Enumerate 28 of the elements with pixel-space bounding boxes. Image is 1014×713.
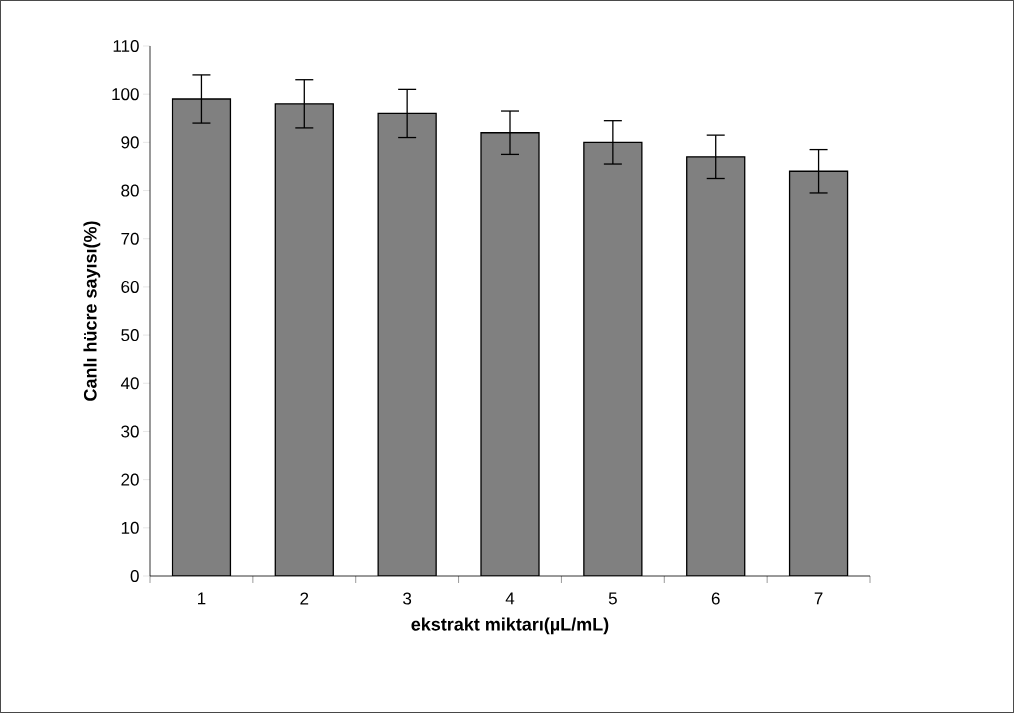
y-tick-label: 60 [121, 280, 139, 293]
x-tick-label: 6 [711, 592, 720, 605]
y-tick-label: 30 [121, 425, 139, 438]
bar [788, 170, 849, 576]
bar [377, 112, 437, 576]
y-tick-label: 40 [120, 377, 139, 390]
bar [686, 156, 746, 576]
y-tick-label: 100 [112, 88, 139, 101]
y-tick-label: 20 [121, 473, 139, 486]
x-tick-label: 4 [505, 592, 515, 605]
x-tick-label: 1 [198, 592, 206, 605]
x-tick-label: 3 [403, 592, 412, 605]
x-axis-title: ekstrakt miktarı(µL/mL) [411, 617, 609, 635]
y-tick-label: 80 [121, 184, 139, 197]
bar [480, 132, 540, 576]
x-tick-label: 2 [300, 592, 309, 605]
y-axis-title: Canlı hücre sayısı(%) [83, 221, 101, 401]
bar [274, 103, 334, 576]
x-tick-label: 7 [814, 592, 823, 605]
y-tick-label: 90 [121, 136, 139, 149]
y-tick-label: 110 [113, 39, 139, 53]
y-tick-label: 0 [130, 569, 139, 583]
y-tick-label: 10 [121, 521, 139, 534]
bar [171, 98, 232, 576]
x-tick-label: 5 [608, 592, 617, 605]
y-tick-label: 50 [121, 329, 139, 342]
y-tick-label: 70 [121, 232, 139, 245]
bar [583, 141, 643, 576]
